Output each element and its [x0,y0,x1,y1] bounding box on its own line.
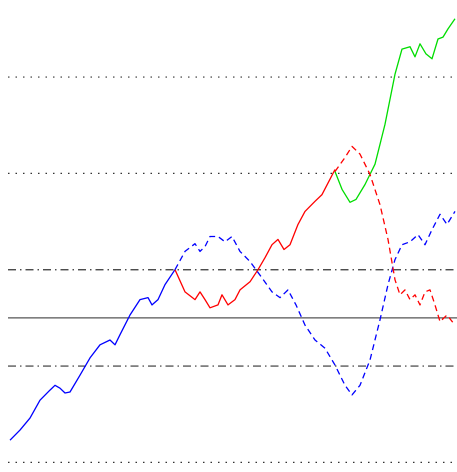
line-series [334,145,456,326]
line-series [9,269,176,441]
line-series [174,211,456,396]
line-series [334,18,456,203]
line-series [174,169,336,309]
